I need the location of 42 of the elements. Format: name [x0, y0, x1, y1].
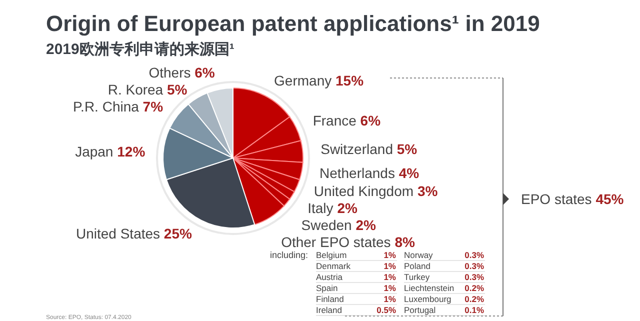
text: Denmark 1%	[316, 261, 396, 271]
data-label: 6%	[360, 112, 382, 128]
slice-label: United Kingdom	[314, 183, 418, 200]
text: Turkey 0.3%	[404, 272, 484, 282]
text: Spain 1%	[316, 283, 396, 293]
slice-label: France	[312, 112, 360, 128]
data-label: 5%	[166, 82, 188, 98]
data-label: 15%	[336, 72, 364, 88]
text: Liechtenstein 0.2%	[404, 283, 484, 293]
text: Portugal 0.1%	[404, 305, 484, 315]
data-label: 8%	[394, 234, 416, 250]
slice-label: R. Korea	[108, 82, 167, 98]
text: Norway 0.3%	[404, 250, 484, 260]
chart-title: Origin of European patent applications¹ in 2019	[46, 11, 540, 36]
data-label: 5%	[396, 140, 418, 157]
data-label: 6%	[194, 64, 216, 81]
slice-label: Germany	[274, 72, 336, 88]
slice-label: Japan	[75, 144, 118, 160]
data-label: 2%	[337, 200, 358, 216]
slice-label: Others	[148, 64, 195, 81]
data-label: 3%	[417, 183, 438, 200]
data-label: 2%	[356, 217, 377, 234]
text: Ireland 0.5%	[316, 305, 396, 315]
slice-label: Italy	[308, 200, 338, 216]
data-label: 12%	[117, 144, 146, 160]
text: including:	[270, 250, 308, 260]
slice-label: Other EPO states	[281, 234, 395, 250]
text: EPO states 45%	[521, 191, 624, 207]
data-label: 7%	[142, 98, 164, 115]
text: Belgium 1%	[316, 250, 396, 260]
text: Poland 0.3%	[404, 261, 484, 271]
slice-label: Switzerland	[320, 140, 397, 157]
data-label: 4%	[398, 165, 420, 182]
slice-label: Sweden	[301, 217, 356, 234]
chart-subtitle: 2019欧洲专利申请的来源国¹	[46, 41, 234, 58]
data-label: 25%	[164, 226, 192, 242]
text: Luxembourg 0.2%	[404, 294, 484, 304]
text: Finland 1%	[316, 294, 396, 304]
text: Austria 1%	[316, 272, 396, 282]
slice-label: United States	[76, 226, 164, 242]
slice-label: P.R. China	[73, 98, 143, 115]
slice-label: Netherlands	[319, 165, 399, 182]
